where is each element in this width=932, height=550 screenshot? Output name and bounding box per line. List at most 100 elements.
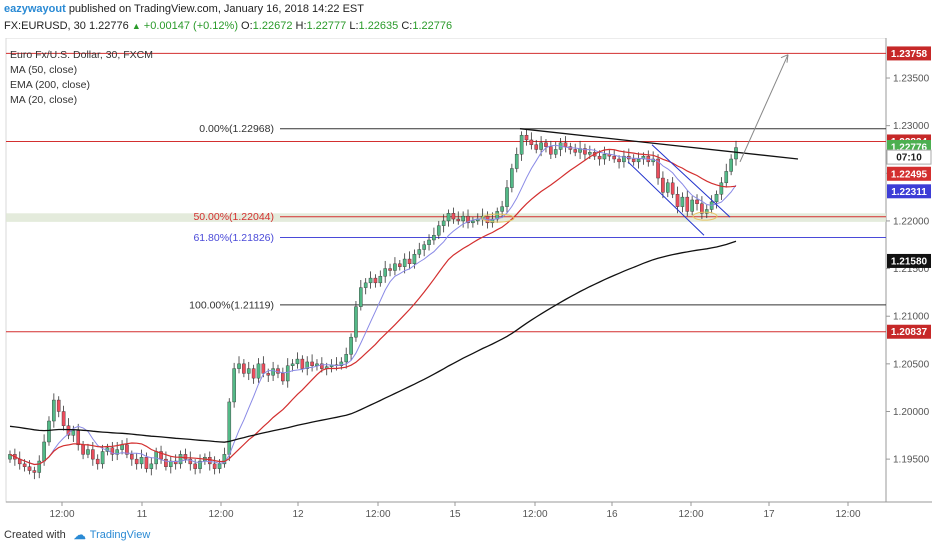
candle-body bbox=[402, 258, 407, 267]
author-name[interactable]: eazywayout bbox=[4, 3, 66, 15]
x-tick-label: 12:00 bbox=[208, 509, 233, 520]
candle-body bbox=[612, 155, 616, 160]
candle-body bbox=[8, 454, 12, 460]
candle-body bbox=[563, 142, 568, 147]
legend-ma20[interactable]: MA (20, close) bbox=[10, 94, 78, 106]
candle-body bbox=[359, 287, 363, 307]
candle-body bbox=[71, 430, 76, 436]
legend-ema200[interactable]: EMA (200, close) bbox=[10, 79, 90, 91]
candle-body bbox=[690, 199, 694, 212]
channel-upper-line bbox=[651, 144, 731, 218]
tradingview-brand[interactable]: TradingView bbox=[89, 529, 151, 541]
candle-body bbox=[373, 277, 378, 284]
open-value: 1.22672 bbox=[252, 20, 293, 32]
descending-trendline bbox=[519, 128, 799, 160]
created-with-text: Created with bbox=[4, 529, 66, 541]
candle-body bbox=[412, 254, 417, 265]
fib-zone-band bbox=[6, 213, 886, 222]
candle-body bbox=[368, 277, 373, 284]
candle-body bbox=[198, 460, 202, 469]
candle-body bbox=[704, 209, 709, 214]
candle-body bbox=[656, 158, 660, 179]
x-tick-label: 12:00 bbox=[522, 509, 547, 520]
candle-body bbox=[393, 263, 397, 271]
candle-body bbox=[383, 268, 387, 277]
candle-body bbox=[134, 458, 139, 465]
projection-arrow-line bbox=[739, 54, 789, 163]
price-badge-label: 1.20837 bbox=[891, 327, 928, 338]
candle-body bbox=[285, 365, 290, 382]
candle-body bbox=[588, 152, 592, 155]
candle-body bbox=[510, 168, 514, 188]
candle-body bbox=[22, 463, 27, 467]
candle-body bbox=[446, 213, 451, 222]
price-badge-label: 1.22311 bbox=[891, 187, 927, 198]
price-chart[interactable]: 1.19500 1.20000 1.20500 1.21000 1.21500 1.220… bbox=[0, 38, 932, 520]
candle-body bbox=[539, 142, 543, 150]
candle-body bbox=[81, 444, 85, 455]
last-price: 1.22776 bbox=[88, 20, 129, 32]
candle-body bbox=[432, 235, 436, 241]
candle-body bbox=[237, 363, 241, 369]
candle-body bbox=[47, 420, 51, 443]
y-tick-label: 1.19500 bbox=[893, 455, 930, 466]
candle-body bbox=[397, 263, 402, 267]
candle-body bbox=[95, 458, 100, 465]
candle-body bbox=[251, 368, 256, 379]
candle-body bbox=[266, 373, 271, 376]
candle-body bbox=[261, 363, 266, 374]
price-badge bbox=[887, 324, 931, 339]
candle-body bbox=[675, 194, 680, 207]
candle-body bbox=[344, 354, 349, 363]
candle-body bbox=[665, 182, 670, 193]
candle-body bbox=[130, 454, 134, 460]
candle-body bbox=[227, 401, 232, 455]
x-tick-label: 12:00 bbox=[49, 509, 74, 520]
candle-body bbox=[597, 155, 602, 160]
published-info: published on TradingView.com, January 16… bbox=[68, 3, 364, 15]
price-badge bbox=[887, 253, 931, 268]
ma50-line bbox=[9, 148, 737, 466]
legend-ma50[interactable]: MA (50, close) bbox=[10, 64, 78, 76]
candle-body bbox=[242, 363, 246, 374]
candle-body bbox=[544, 142, 548, 147]
candle-body bbox=[685, 196, 690, 212]
candle-body bbox=[188, 458, 193, 465]
chart-area[interactable]: 1.19500 1.20000 1.20500 1.21000 1.21500 1.220… bbox=[0, 38, 932, 520]
low-value: 1.22635 bbox=[358, 20, 399, 32]
candle-body bbox=[505, 187, 509, 207]
candle-body bbox=[680, 196, 685, 207]
y-tick-label: 1.23000 bbox=[893, 121, 930, 132]
candle-body bbox=[407, 258, 412, 265]
candle-body bbox=[339, 361, 344, 366]
candle-body bbox=[193, 463, 197, 469]
candle-body bbox=[86, 449, 90, 455]
candle-body bbox=[451, 213, 456, 220]
candle-body bbox=[417, 249, 422, 255]
candle-body bbox=[441, 220, 446, 226]
candle-body bbox=[37, 460, 42, 473]
support-ellipse bbox=[481, 213, 515, 223]
candle-body bbox=[622, 155, 626, 163]
y-tick-label: 1.22000 bbox=[893, 216, 930, 227]
open-label: O: bbox=[241, 20, 253, 32]
tradingview-logo-icon: ☁ bbox=[73, 528, 86, 542]
candle-body bbox=[461, 215, 465, 222]
candle-body bbox=[178, 454, 183, 465]
candle-body bbox=[149, 463, 154, 469]
price-badge bbox=[887, 46, 931, 61]
fib-level-label: 100.00%(1.21119) bbox=[189, 299, 274, 311]
channel-lower-line bbox=[627, 161, 705, 236]
x-tick-label: 11 bbox=[137, 509, 148, 520]
candle-body bbox=[363, 282, 368, 288]
candle-body bbox=[378, 275, 383, 284]
candle-body bbox=[427, 239, 431, 245]
header-line-1: eazywayout published on TradingView.com,… bbox=[4, 3, 364, 15]
y-tick-label: 1.21000 bbox=[893, 312, 930, 323]
candle-body bbox=[164, 458, 168, 467]
candle-body bbox=[125, 444, 129, 455]
candle-body bbox=[354, 306, 358, 338]
candle-body bbox=[490, 218, 495, 224]
candle-body bbox=[159, 451, 163, 460]
candle-body bbox=[222, 454, 227, 465]
